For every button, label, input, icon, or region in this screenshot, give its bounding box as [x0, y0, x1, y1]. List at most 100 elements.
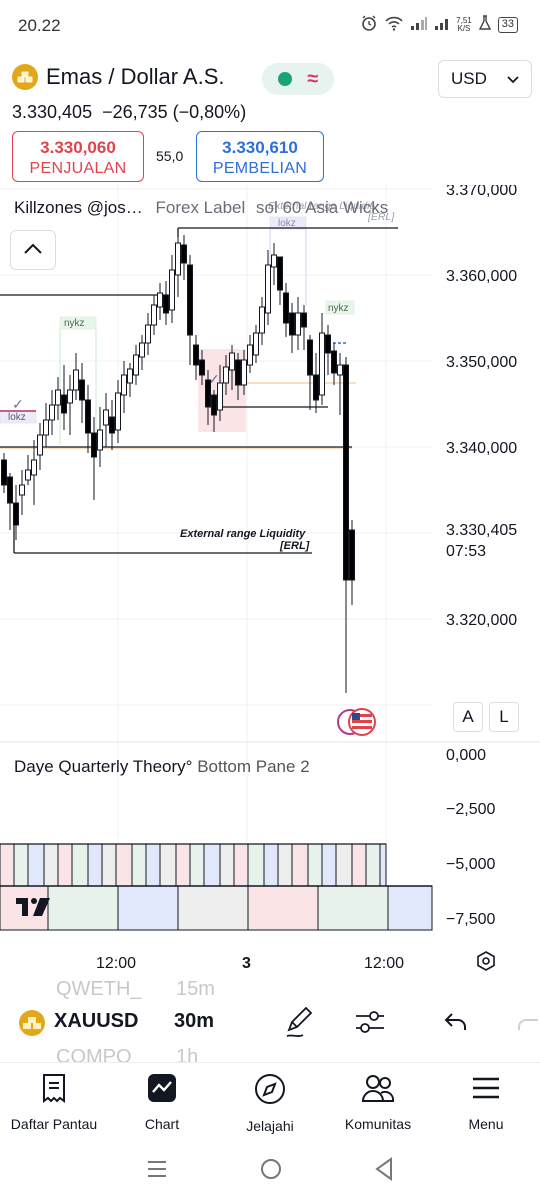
- quarter-cell: [87, 843, 103, 887]
- candle-body: [19, 484, 25, 496]
- us-flag-icon[interactable]: [337, 708, 376, 736]
- candle-body: [247, 344, 253, 366]
- wifi-icon: [384, 15, 404, 34]
- nav-label: Daftar Pantau: [10, 1116, 98, 1132]
- nav-label: Komunitas: [344, 1116, 412, 1132]
- market-status-pill[interactable]: ≈: [262, 63, 334, 95]
- quarter-cell: [233, 843, 249, 887]
- price-axis-label: 3.370,000: [446, 185, 517, 199]
- quarter-block: [387, 885, 433, 931]
- gold-bars-icon: [12, 64, 38, 90]
- quarter-block: [247, 885, 319, 931]
- timeframe-selector[interactable]: 30m: [174, 1010, 215, 1032]
- candle-body: [313, 374, 319, 401]
- symbol-header[interactable]: Emas / Dollar A.S.: [12, 64, 225, 90]
- quarterly-pane: [0, 843, 433, 931]
- sliders-icon: [354, 1011, 386, 1040]
- chart-icon: [147, 1073, 177, 1108]
- quarter-cell: [291, 843, 309, 887]
- quarter-cell: [277, 843, 293, 887]
- nav-community[interactable]: Komunitas: [324, 1063, 432, 1142]
- pane2-axis-label: 0,000: [446, 747, 486, 764]
- undo-button[interactable]: [444, 1012, 468, 1037]
- quarter-cell: [321, 843, 337, 887]
- back-button[interactable]: [374, 1156, 394, 1186]
- quarter-block: [317, 885, 389, 931]
- quarter-cell: [0, 843, 15, 887]
- nykz-right-label: nykz: [328, 303, 349, 314]
- log-scale-button[interactable]: L: [489, 702, 519, 732]
- candle-body: [343, 364, 349, 581]
- current-price-label: 3.330,405: [446, 522, 517, 539]
- candle-body: [295, 312, 301, 336]
- tradingview-logo[interactable]: [16, 898, 50, 916]
- symbol-ticker[interactable]: XAUUSD: [54, 1010, 139, 1032]
- candle-body: [331, 350, 337, 374]
- home-button[interactable]: [259, 1157, 283, 1186]
- quarter-cell: [57, 843, 73, 887]
- forex-label-indicator[interactable]: Forex Label: [155, 198, 246, 217]
- buy-button[interactable]: 3.330,610 PEMBELIAN: [196, 131, 324, 182]
- quarter-cell: [247, 843, 265, 887]
- signal-icon: [410, 15, 428, 34]
- ghost-timeframe-top: 15m: [176, 978, 215, 1000]
- candle-body: [253, 332, 259, 356]
- candle-body: [115, 392, 121, 431]
- killzones-indicator[interactable]: Killzones @jos…: [14, 198, 143, 217]
- drawing-tool-button[interactable]: [284, 1006, 314, 1043]
- candle-body: [211, 394, 217, 416]
- nav-menu[interactable]: Menu: [432, 1063, 540, 1142]
- nav-explore[interactable]: Jelajahi: [216, 1063, 324, 1142]
- recent-apps-button[interactable]: [146, 1159, 168, 1184]
- chart-settings-icon[interactable]: [477, 951, 495, 971]
- currency-value: USD: [451, 69, 487, 88]
- nav-chart[interactable]: Chart: [108, 1063, 216, 1142]
- pane2-title[interactable]: Daye Quarterly Theory° Bottom Pane 2: [14, 757, 310, 777]
- quarter-cell: [203, 843, 221, 887]
- forex-extra-indicator[interactable]: sol 60 Asia Wicks: [256, 198, 389, 217]
- candle-body: [175, 242, 181, 276]
- sell-button[interactable]: 3.330,060 PENJUALAN: [12, 131, 144, 182]
- price-axis-label: 3.360,000: [446, 268, 517, 285]
- candle-body: [289, 312, 295, 336]
- candle-body: [103, 409, 109, 426]
- candle-body: [241, 359, 247, 386]
- price-chart[interactable]: External range Liquidity [ERL] External …: [0, 185, 540, 985]
- symbol-title: Emas / Dollar A.S.: [46, 64, 225, 89]
- candle-body: [205, 379, 211, 408]
- signal-icon-2: [434, 15, 450, 34]
- quarter-block: [117, 885, 179, 931]
- quarter-cell: [307, 843, 323, 887]
- nav-label: Chart: [144, 1116, 180, 1132]
- candle-body: [259, 306, 265, 334]
- candle-body: [163, 294, 169, 314]
- status-icons: 7,51 K/S 33: [360, 14, 518, 35]
- candle-body: [85, 399, 91, 434]
- candle-body: [25, 469, 31, 481]
- quarter-block: [47, 885, 119, 931]
- watchlist-icon: [41, 1073, 67, 1108]
- redo-button[interactable]: [518, 1012, 540, 1037]
- currency-select[interactable]: USD: [438, 60, 532, 98]
- candle-body: [139, 342, 145, 358]
- system-navigation: [0, 1142, 540, 1200]
- candle-body: [187, 264, 193, 336]
- candle-body: [13, 502, 19, 526]
- erl-bottom-tag: [ERL]: [279, 540, 310, 552]
- quarter-cell: [131, 843, 147, 887]
- nav-watchlist[interactable]: Daftar Pantau: [0, 1063, 108, 1142]
- indicators-button[interactable]: [354, 1008, 386, 1041]
- auto-scale-button[interactable]: A: [453, 702, 483, 732]
- collapse-legend-button[interactable]: [10, 230, 56, 270]
- pane2-axis-label: −7,500: [446, 911, 495, 928]
- candle-body: [91, 432, 97, 458]
- price-axis-label: 3.350,000: [446, 354, 517, 371]
- candle-body: [307, 339, 313, 376]
- quarter-cell: [159, 843, 177, 887]
- quarter-cell: [351, 843, 367, 887]
- candle-body: [157, 292, 163, 308]
- community-icon: [361, 1073, 395, 1108]
- quarter-cell: [115, 843, 133, 887]
- candle-body: [193, 344, 199, 366]
- indicator-legend[interactable]: Killzones @jos… Forex Label sol 60 Asia …: [14, 198, 388, 218]
